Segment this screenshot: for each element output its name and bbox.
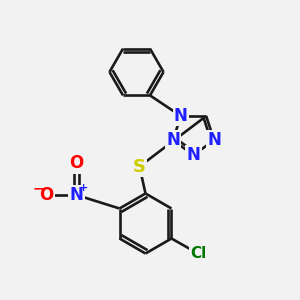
Text: N: N <box>166 131 180 149</box>
Text: −: − <box>32 182 44 195</box>
Text: Cl: Cl <box>190 246 206 261</box>
Text: S: S <box>133 158 146 175</box>
Text: N: N <box>207 131 221 149</box>
Text: N: N <box>174 107 188 125</box>
Text: O: O <box>39 186 54 204</box>
Text: N: N <box>187 146 200 164</box>
Text: +: + <box>79 183 88 194</box>
Text: N: N <box>70 186 83 204</box>
Text: O: O <box>69 154 84 172</box>
